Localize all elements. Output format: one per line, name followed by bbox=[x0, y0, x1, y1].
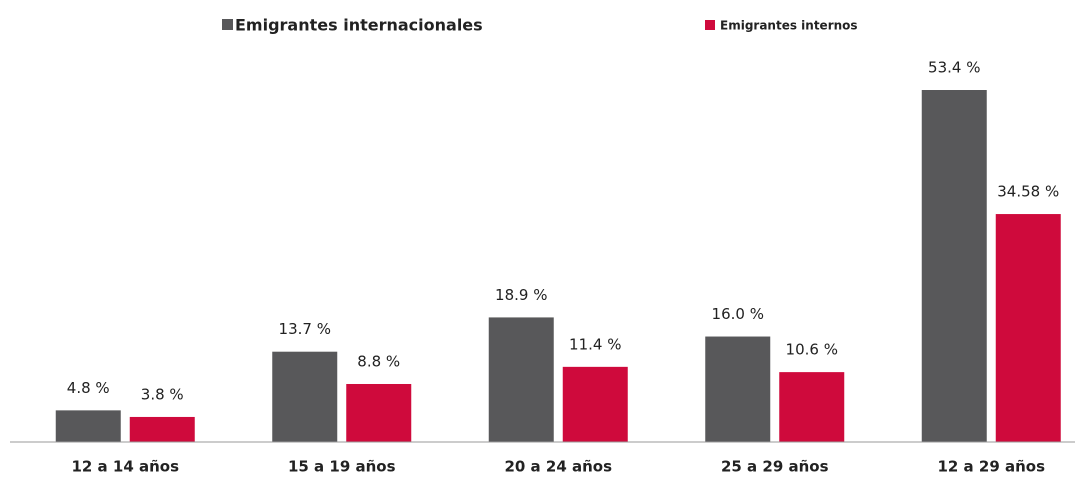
legend-swatch bbox=[222, 19, 233, 30]
legend-swatch bbox=[705, 20, 715, 30]
x-tick-label: 20 a 24 años bbox=[504, 458, 612, 476]
bar bbox=[995, 214, 1061, 442]
legend-label: Emigrantes internos bbox=[720, 19, 858, 33]
value-label: 11.4 % bbox=[569, 335, 621, 353]
x-tick-label: 15 a 19 años bbox=[288, 458, 396, 476]
x-tick-label: 25 a 29 años bbox=[721, 458, 829, 476]
value-label: 4.8 % bbox=[67, 379, 110, 397]
value-label: 16.0 % bbox=[712, 305, 764, 323]
bar bbox=[705, 336, 771, 442]
x-tick-label: 12 a 14 años bbox=[71, 458, 179, 476]
value-label: 34.58 % bbox=[997, 183, 1059, 201]
value-label: 8.8 % bbox=[357, 352, 400, 370]
value-label: 10.6 % bbox=[786, 341, 838, 359]
bar bbox=[779, 372, 845, 442]
value-label: 18.9 % bbox=[495, 286, 547, 304]
value-label: 13.7 % bbox=[279, 320, 331, 338]
bar bbox=[55, 410, 121, 442]
x-tick-label: 12 a 29 años bbox=[937, 458, 1045, 476]
value-label: 53.4 % bbox=[928, 59, 980, 77]
bar bbox=[272, 351, 338, 442]
legend-label: Emigrantes internacionales bbox=[235, 16, 483, 35]
bar bbox=[562, 366, 628, 442]
bar bbox=[921, 90, 987, 442]
bar bbox=[129, 416, 195, 442]
value-label: 3.8 % bbox=[141, 385, 184, 403]
bar bbox=[346, 383, 412, 442]
bar bbox=[488, 317, 554, 442]
